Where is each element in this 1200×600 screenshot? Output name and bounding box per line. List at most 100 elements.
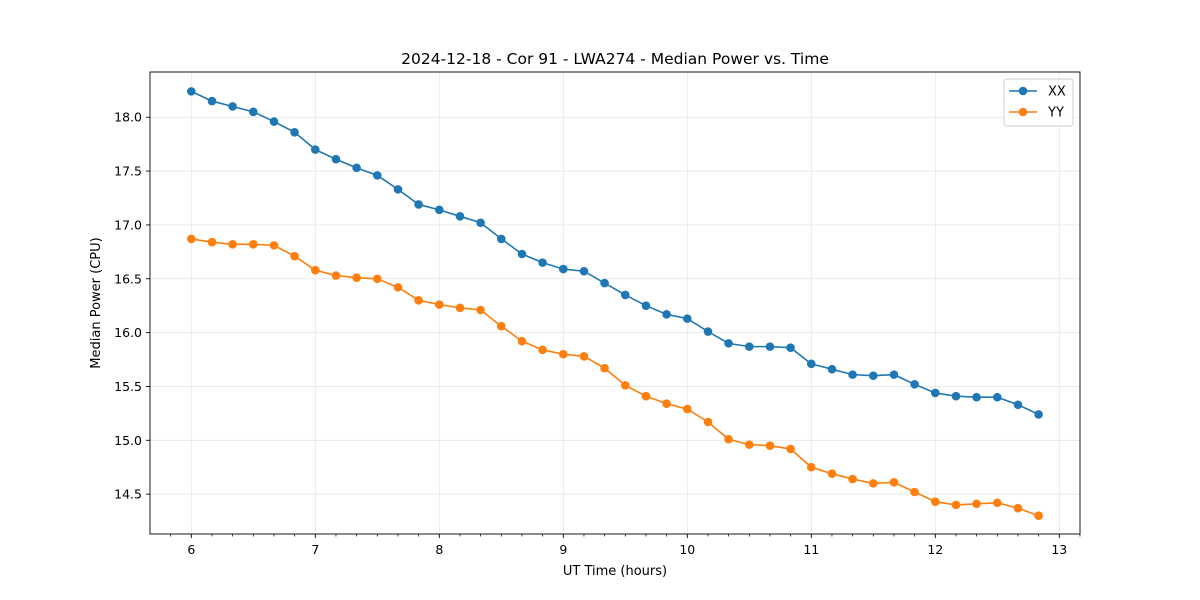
data-point-yy — [827, 469, 837, 478]
data-point-xx — [496, 234, 506, 244]
data-point-yy — [930, 497, 940, 506]
data-point-xx — [765, 342, 775, 351]
y-tick-label: 16.5 — [114, 271, 142, 286]
data-point-yy — [331, 271, 341, 280]
data-point-xx — [186, 87, 196, 96]
data-point-yy — [682, 404, 692, 414]
series-layer — [186, 87, 1043, 520]
data-point-yy — [1034, 511, 1043, 520]
x-tick-label: 10 — [679, 542, 695, 557]
x-tick-label: 9 — [559, 542, 567, 557]
data-point-yy — [290, 251, 299, 261]
x-tick-label: 11 — [803, 542, 819, 557]
data-point-xx — [703, 327, 713, 336]
data-point-xx — [414, 200, 423, 209]
y-tick-label: 15.5 — [114, 379, 142, 394]
data-point-yy — [724, 434, 733, 444]
data-point-yy — [1013, 503, 1023, 513]
data-point-xx — [393, 185, 403, 194]
data-point-xx — [724, 339, 733, 348]
data-point-yy — [372, 274, 382, 284]
data-point-xx — [579, 266, 589, 276]
data-point-yy — [496, 321, 506, 331]
data-point-xx — [662, 310, 671, 319]
legend: XX YY — [1003, 78, 1074, 127]
data-point-yy — [207, 237, 217, 247]
data-point-xx — [476, 218, 485, 228]
data-point-xx — [744, 342, 754, 351]
data-point-yy — [455, 303, 465, 313]
y-tick-label: 18.0 — [114, 110, 142, 125]
data-point-yy — [579, 352, 589, 361]
data-point-yy — [558, 349, 568, 359]
data-point-xx — [910, 380, 919, 389]
data-point-xx — [786, 343, 795, 352]
y-axis-label: Median Power (CPU) — [89, 237, 104, 368]
data-point-yy — [641, 391, 651, 401]
data-point-yy — [765, 441, 775, 450]
data-point-xx — [827, 364, 837, 374]
data-point-xx — [517, 249, 527, 259]
data-point-yy — [434, 300, 444, 309]
data-point-yy — [414, 296, 423, 305]
data-point-xx — [269, 117, 279, 126]
plot-frame — [149, 71, 1081, 535]
legend-item-xx: XX — [1009, 85, 1066, 100]
data-point-xx — [352, 163, 361, 173]
legend-label-yy: YY — [1047, 106, 1064, 121]
y-tick-label: 15.0 — [114, 433, 142, 448]
data-point-xx — [248, 107, 258, 117]
y-tick-label: 17.0 — [114, 217, 142, 232]
data-point-yy — [393, 283, 403, 292]
data-point-yy — [538, 345, 547, 355]
data-point-yy — [972, 499, 981, 509]
x-tick-label: 8 — [435, 542, 443, 557]
data-point-xx — [992, 392, 1002, 402]
data-point-yy — [310, 265, 320, 275]
series-xx — [186, 87, 1043, 419]
data-point-xx — [868, 371, 878, 380]
data-point-xx — [641, 301, 651, 310]
data-point-xx — [951, 391, 961, 401]
data-point-xx — [682, 314, 692, 323]
x-tick-label: 6 — [187, 542, 195, 557]
legend-marker-xx — [1018, 86, 1028, 96]
data-point-xx — [972, 392, 981, 402]
x-tick-label: 7 — [311, 542, 319, 557]
data-point-yy — [848, 474, 857, 484]
data-point-xx — [558, 264, 568, 274]
legend-item-yy: YY — [1009, 106, 1064, 121]
data-point-xx — [620, 290, 630, 300]
data-point-yy — [786, 444, 795, 454]
data-point-xx — [310, 145, 320, 154]
data-point-yy — [620, 381, 630, 390]
data-point-yy — [744, 440, 754, 449]
data-point-xx — [806, 359, 816, 369]
data-point-xx — [1034, 410, 1043, 419]
data-point-xx — [207, 96, 217, 106]
axis-ticks: 6 7 8 9 10 11 12 13 14.5 15.0 15.5 16.0 16.5 17.0 17.5… — [114, 110, 1081, 557]
grid-lines — [150, 72, 1080, 534]
data-point-xx — [1013, 400, 1023, 410]
y-tick-label: 17.5 — [114, 164, 142, 179]
data-point-xx — [228, 102, 237, 111]
data-point-yy — [517, 336, 527, 346]
data-point-yy — [703, 417, 713, 427]
data-point-yy — [476, 305, 485, 315]
data-point-yy — [186, 234, 196, 244]
data-point-xx — [848, 370, 857, 379]
x-tick-label: 13 — [1051, 542, 1067, 557]
y-tick-label: 16.0 — [114, 325, 142, 340]
data-point-xx — [290, 128, 299, 137]
data-point-xx — [455, 212, 465, 221]
x-tick-label: 12 — [927, 542, 943, 557]
y-tick-label: 14.5 — [114, 487, 142, 502]
data-point-xx — [538, 258, 547, 267]
data-point-xx — [434, 205, 444, 215]
x-axis-label: UT Time (hours) — [563, 564, 667, 579]
data-point-xx — [930, 388, 940, 398]
legend-marker-yy — [1018, 107, 1028, 117]
data-point-yy — [806, 462, 816, 472]
data-point-yy — [992, 498, 1002, 508]
